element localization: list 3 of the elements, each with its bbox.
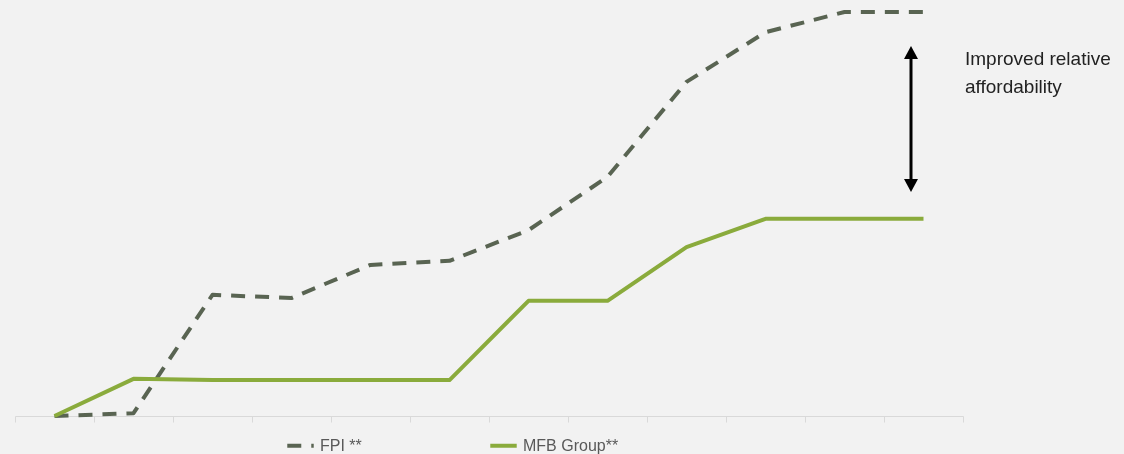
legend-label: FPI ** (320, 436, 362, 454)
legend-label: MFB Group** (523, 436, 619, 454)
text: Improved relative affordability (965, 47, 1112, 99)
